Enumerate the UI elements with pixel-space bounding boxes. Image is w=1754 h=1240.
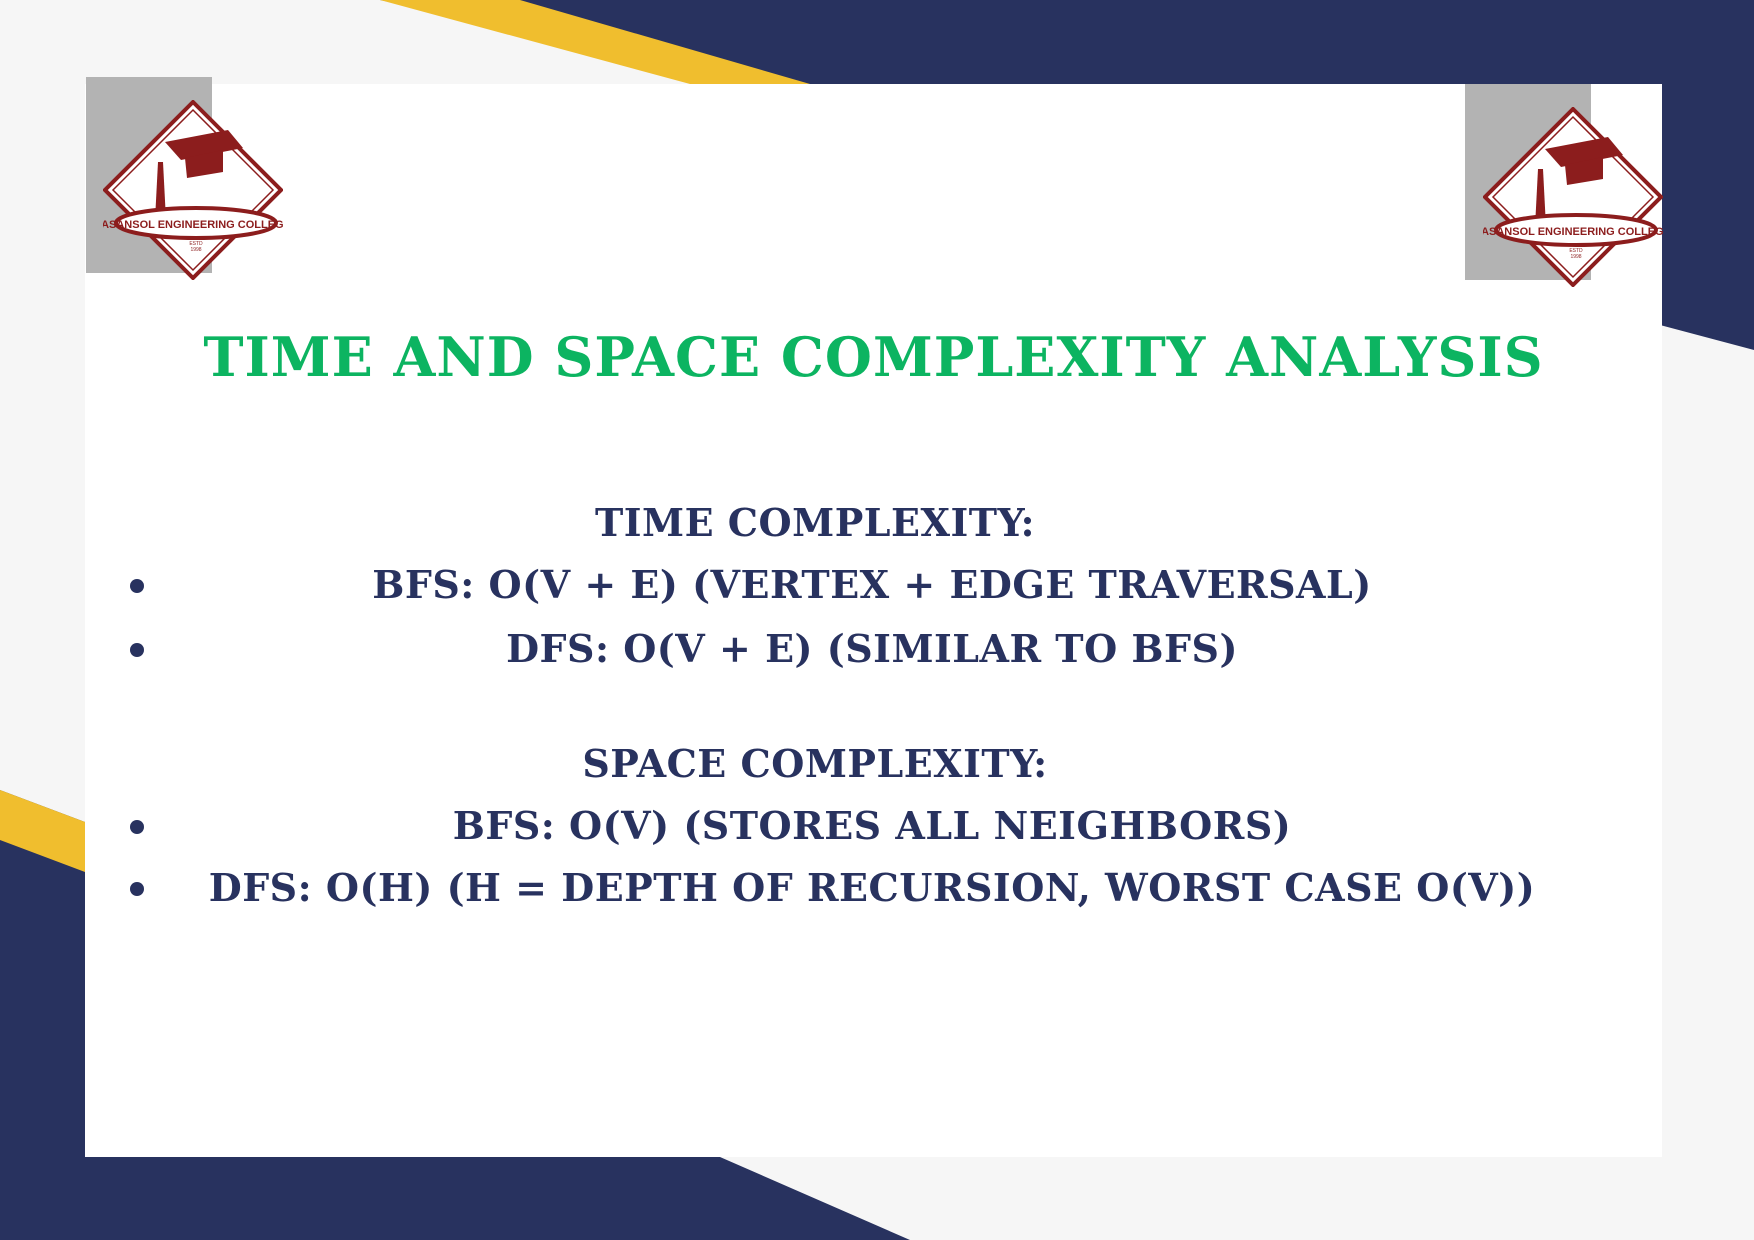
bullet-icon bbox=[130, 820, 144, 834]
slide-title: TIME AND SPACE COMPLEXITY ANALYSIS bbox=[203, 325, 1544, 389]
svg-text:ESTD: ESTD bbox=[1569, 248, 1583, 254]
top-yellow-stripe bbox=[380, 0, 810, 84]
bullet-icon bbox=[130, 579, 144, 593]
college-logo-left: ASANSOL ENGINEERING COLLEGE ESTD 1998 bbox=[103, 100, 283, 280]
svg-text:1998: 1998 bbox=[190, 247, 201, 253]
svg-text:ASANSOL ENGINEERING COLLEGE: ASANSOL ENGINEERING COLLEGE bbox=[103, 219, 283, 231]
bottom-yellow-stripe bbox=[0, 790, 85, 872]
space-complexity-heading: SPACE COMPLEXITY: bbox=[582, 741, 1048, 786]
bottom-navy-band bbox=[0, 790, 910, 1240]
time-complexity-heading: TIME COMPLEXITY: bbox=[595, 500, 1035, 545]
list-item: DFS: O(H) (H = DEPTH OF RECURSION, WORST… bbox=[120, 865, 1584, 911]
list-item-text: BFS: O(V) (STORES ALL NEIGHBORS) bbox=[452, 803, 1292, 848]
bullet-icon bbox=[130, 882, 144, 896]
bullet-icon bbox=[130, 643, 144, 657]
college-logo-right: ASANSOL ENGINEERING COLLEGE ESTD 1998 bbox=[1483, 107, 1663, 287]
list-item: BFS: O(V + E) (VERTEX + EDGE TRAVERSAL) bbox=[120, 562, 1584, 608]
list-item-text: BFS: O(V + E) (VERTEX + EDGE TRAVERSAL) bbox=[372, 562, 1372, 607]
list-item: BFS: O(V) (STORES ALL NEIGHBORS) bbox=[120, 803, 1584, 849]
svg-text:ASANSOL ENGINEERING COLLEGE: ASANSOL ENGINEERING COLLEGE bbox=[1483, 226, 1663, 238]
content-card bbox=[85, 84, 1662, 1157]
graduation-cap-icon bbox=[1545, 137, 1623, 167]
svg-text:ESTD: ESTD bbox=[189, 241, 203, 247]
list-item: DFS: O(V + E) (SIMILAR TO BFS) bbox=[120, 626, 1584, 672]
list-item-text: DFS: O(V + E) (SIMILAR TO BFS) bbox=[506, 626, 1238, 671]
svg-text:1998: 1998 bbox=[1570, 254, 1581, 260]
list-item-text: DFS: O(H) (H = DEPTH OF RECURSION, WORST… bbox=[208, 865, 1536, 910]
graduation-cap-icon bbox=[165, 130, 243, 160]
